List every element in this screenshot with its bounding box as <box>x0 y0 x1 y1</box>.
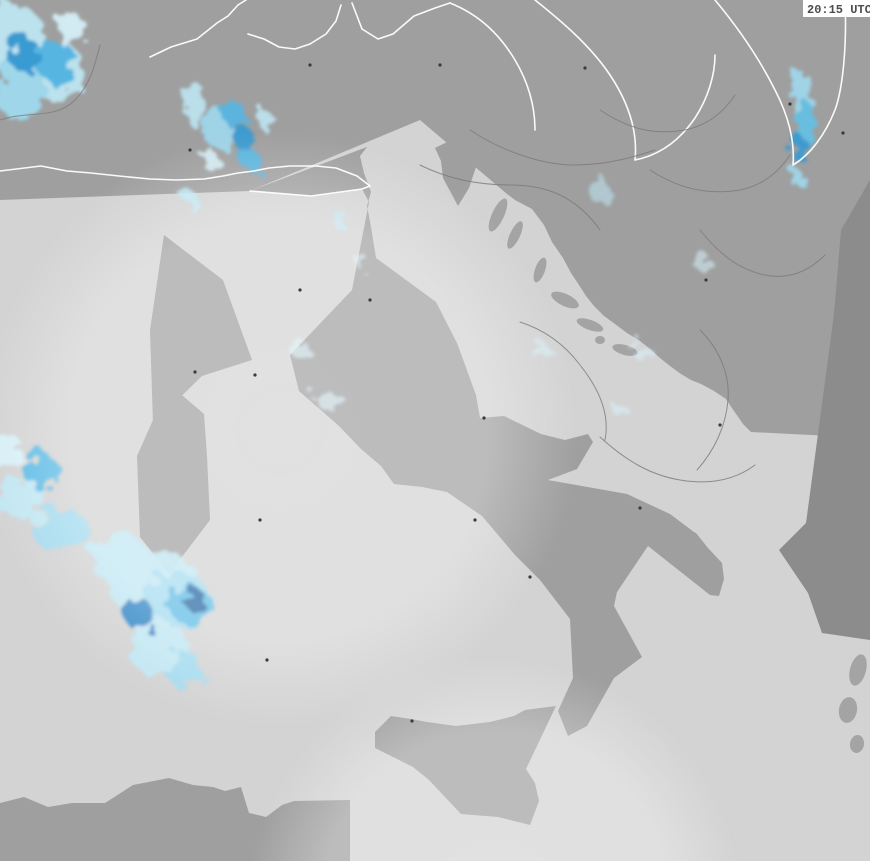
svg-text:20:15 UTC: 20:15 UTC <box>807 3 870 17</box>
